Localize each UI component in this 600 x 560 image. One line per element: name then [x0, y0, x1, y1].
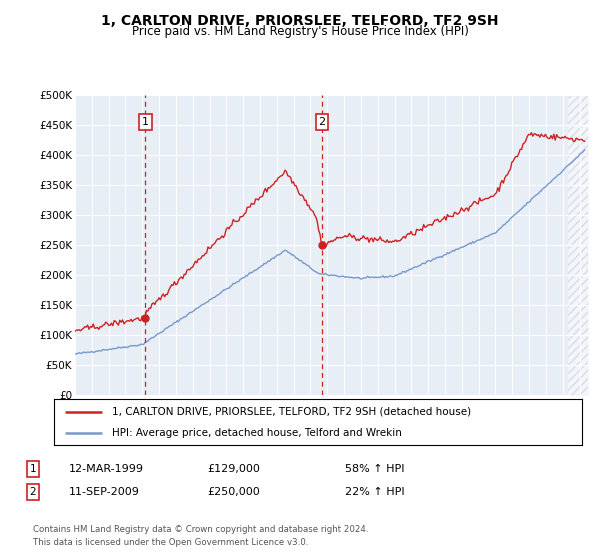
Text: HPI: Average price, detached house, Telford and Wrekin: HPI: Average price, detached house, Telf… — [112, 428, 402, 438]
Text: £129,000: £129,000 — [207, 464, 260, 474]
Text: 2: 2 — [29, 487, 37, 497]
Text: 11-SEP-2009: 11-SEP-2009 — [69, 487, 140, 497]
Text: 1, CARLTON DRIVE, PRIORSLEE, TELFORD, TF2 9SH (detached house): 1, CARLTON DRIVE, PRIORSLEE, TELFORD, TF… — [112, 407, 471, 417]
Text: 1: 1 — [142, 117, 149, 127]
Text: 22% ↑ HPI: 22% ↑ HPI — [345, 487, 404, 497]
Text: Price paid vs. HM Land Registry's House Price Index (HPI): Price paid vs. HM Land Registry's House … — [131, 25, 469, 38]
Text: Contains HM Land Registry data © Crown copyright and database right 2024.
This d: Contains HM Land Registry data © Crown c… — [33, 525, 368, 547]
Text: 58% ↑ HPI: 58% ↑ HPI — [345, 464, 404, 474]
Text: 1, CARLTON DRIVE, PRIORSLEE, TELFORD, TF2 9SH: 1, CARLTON DRIVE, PRIORSLEE, TELFORD, TF… — [101, 14, 499, 28]
Text: £250,000: £250,000 — [207, 487, 260, 497]
Text: 2: 2 — [319, 117, 326, 127]
Text: 1: 1 — [29, 464, 37, 474]
Text: 12-MAR-1999: 12-MAR-1999 — [69, 464, 144, 474]
Bar — [568, 95, 588, 395]
